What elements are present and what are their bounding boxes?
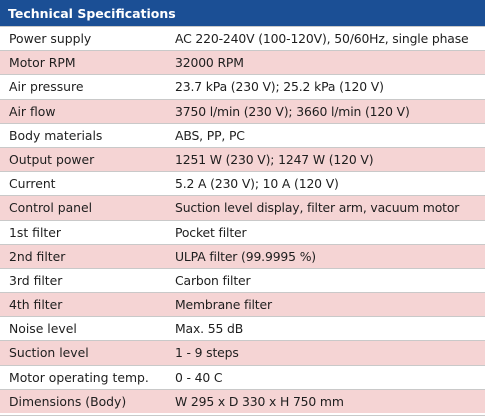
row-label: 2nd filter: [9, 248, 66, 264]
table-row: Noise level Max. 55 dB: [0, 316, 485, 340]
row-value: 1 - 9 steps: [175, 345, 239, 361]
row-value: W 295 x D 330 x H 750 mm: [175, 393, 344, 409]
table-row: Suction level 1 - 9 steps: [0, 340, 485, 365]
row-value: 23.7 kPa (230 V); 25.2 kPa (120 V): [175, 79, 384, 95]
table-row: Output power 1251 W (230 V); 1247 W (120…: [0, 146, 485, 172]
table-row: Air flow 3750 l/min (230 V); 3660 l/min …: [0, 98, 485, 123]
row-label: Noise level: [9, 321, 77, 337]
row-label: Body materials: [9, 127, 103, 143]
row-label: 1st filter: [9, 224, 61, 240]
row-label: Current: [9, 176, 56, 192]
table-row: Motor RPM 32000 RPM: [0, 50, 485, 75]
row-value: 3750 l/min (230 V); 3660 l/min (120 V): [175, 103, 410, 119]
row-label: Dimensions (Body): [9, 393, 127, 409]
row-label: 3rd filter: [9, 272, 63, 288]
row-value: ULPA filter (99.9995 %): [175, 248, 316, 264]
row-label: Control panel: [9, 200, 93, 216]
row-label: Suction level: [9, 345, 89, 361]
row-value: Max. 55 dB: [175, 321, 244, 337]
row-value: 32000 RPM: [175, 55, 244, 71]
table-row: 4th filter Membrane filter: [0, 292, 485, 317]
row-value: Suction level display, filter arm, vacuu…: [175, 200, 460, 216]
row-label: Air flow: [9, 103, 56, 119]
row-value: ABS, PP, PC: [175, 127, 245, 143]
table-row: Power supply AC 220-240V (100-120V), 50/…: [0, 26, 485, 50]
table-title: Technical Specifications: [0, 2, 485, 26]
row-value: Pocket filter: [175, 224, 247, 240]
row-label: Power supply: [9, 31, 92, 46]
table-row: Control panel Suction level display, fil…: [0, 195, 485, 220]
row-value: Carbon filter: [175, 272, 251, 288]
table-row: Body materials ABS, PP, PC: [0, 122, 485, 147]
table-row: Current 5.2 A (230 V); 10 A (120 V): [0, 171, 485, 195]
row-label: 4th filter: [9, 297, 63, 313]
row-value: 5.2 A (230 V); 10 A (120 V): [175, 176, 339, 192]
row-label: Air pressure: [9, 79, 84, 95]
table-row: 3rd filter Carbon filter: [0, 267, 485, 292]
table-row: 1st filter Pocket filter: [0, 219, 485, 244]
row-label: Motor RPM: [9, 55, 76, 71]
row-label: Output power: [9, 151, 95, 167]
row-value: 0 - 40 C: [175, 369, 223, 385]
table-row: Motor operating temp. 0 - 40 C: [0, 364, 485, 389]
row-value: AC 220-240V (100-120V), 50/60Hz, single …: [175, 31, 469, 46]
row-value: 1251 W (230 V); 1247 W (120 V): [175, 151, 374, 167]
row-label: Motor operating temp.: [9, 369, 149, 385]
table-row: Air pressure 23.7 kPa (230 V); 25.2 kPa …: [0, 74, 485, 98]
row-value: Membrane filter: [175, 297, 272, 313]
table-row: Dimensions (Body) W 295 x D 330 x H 750 …: [0, 388, 485, 413]
table-row: 2nd filter ULPA filter (99.9995 %): [0, 243, 485, 268]
